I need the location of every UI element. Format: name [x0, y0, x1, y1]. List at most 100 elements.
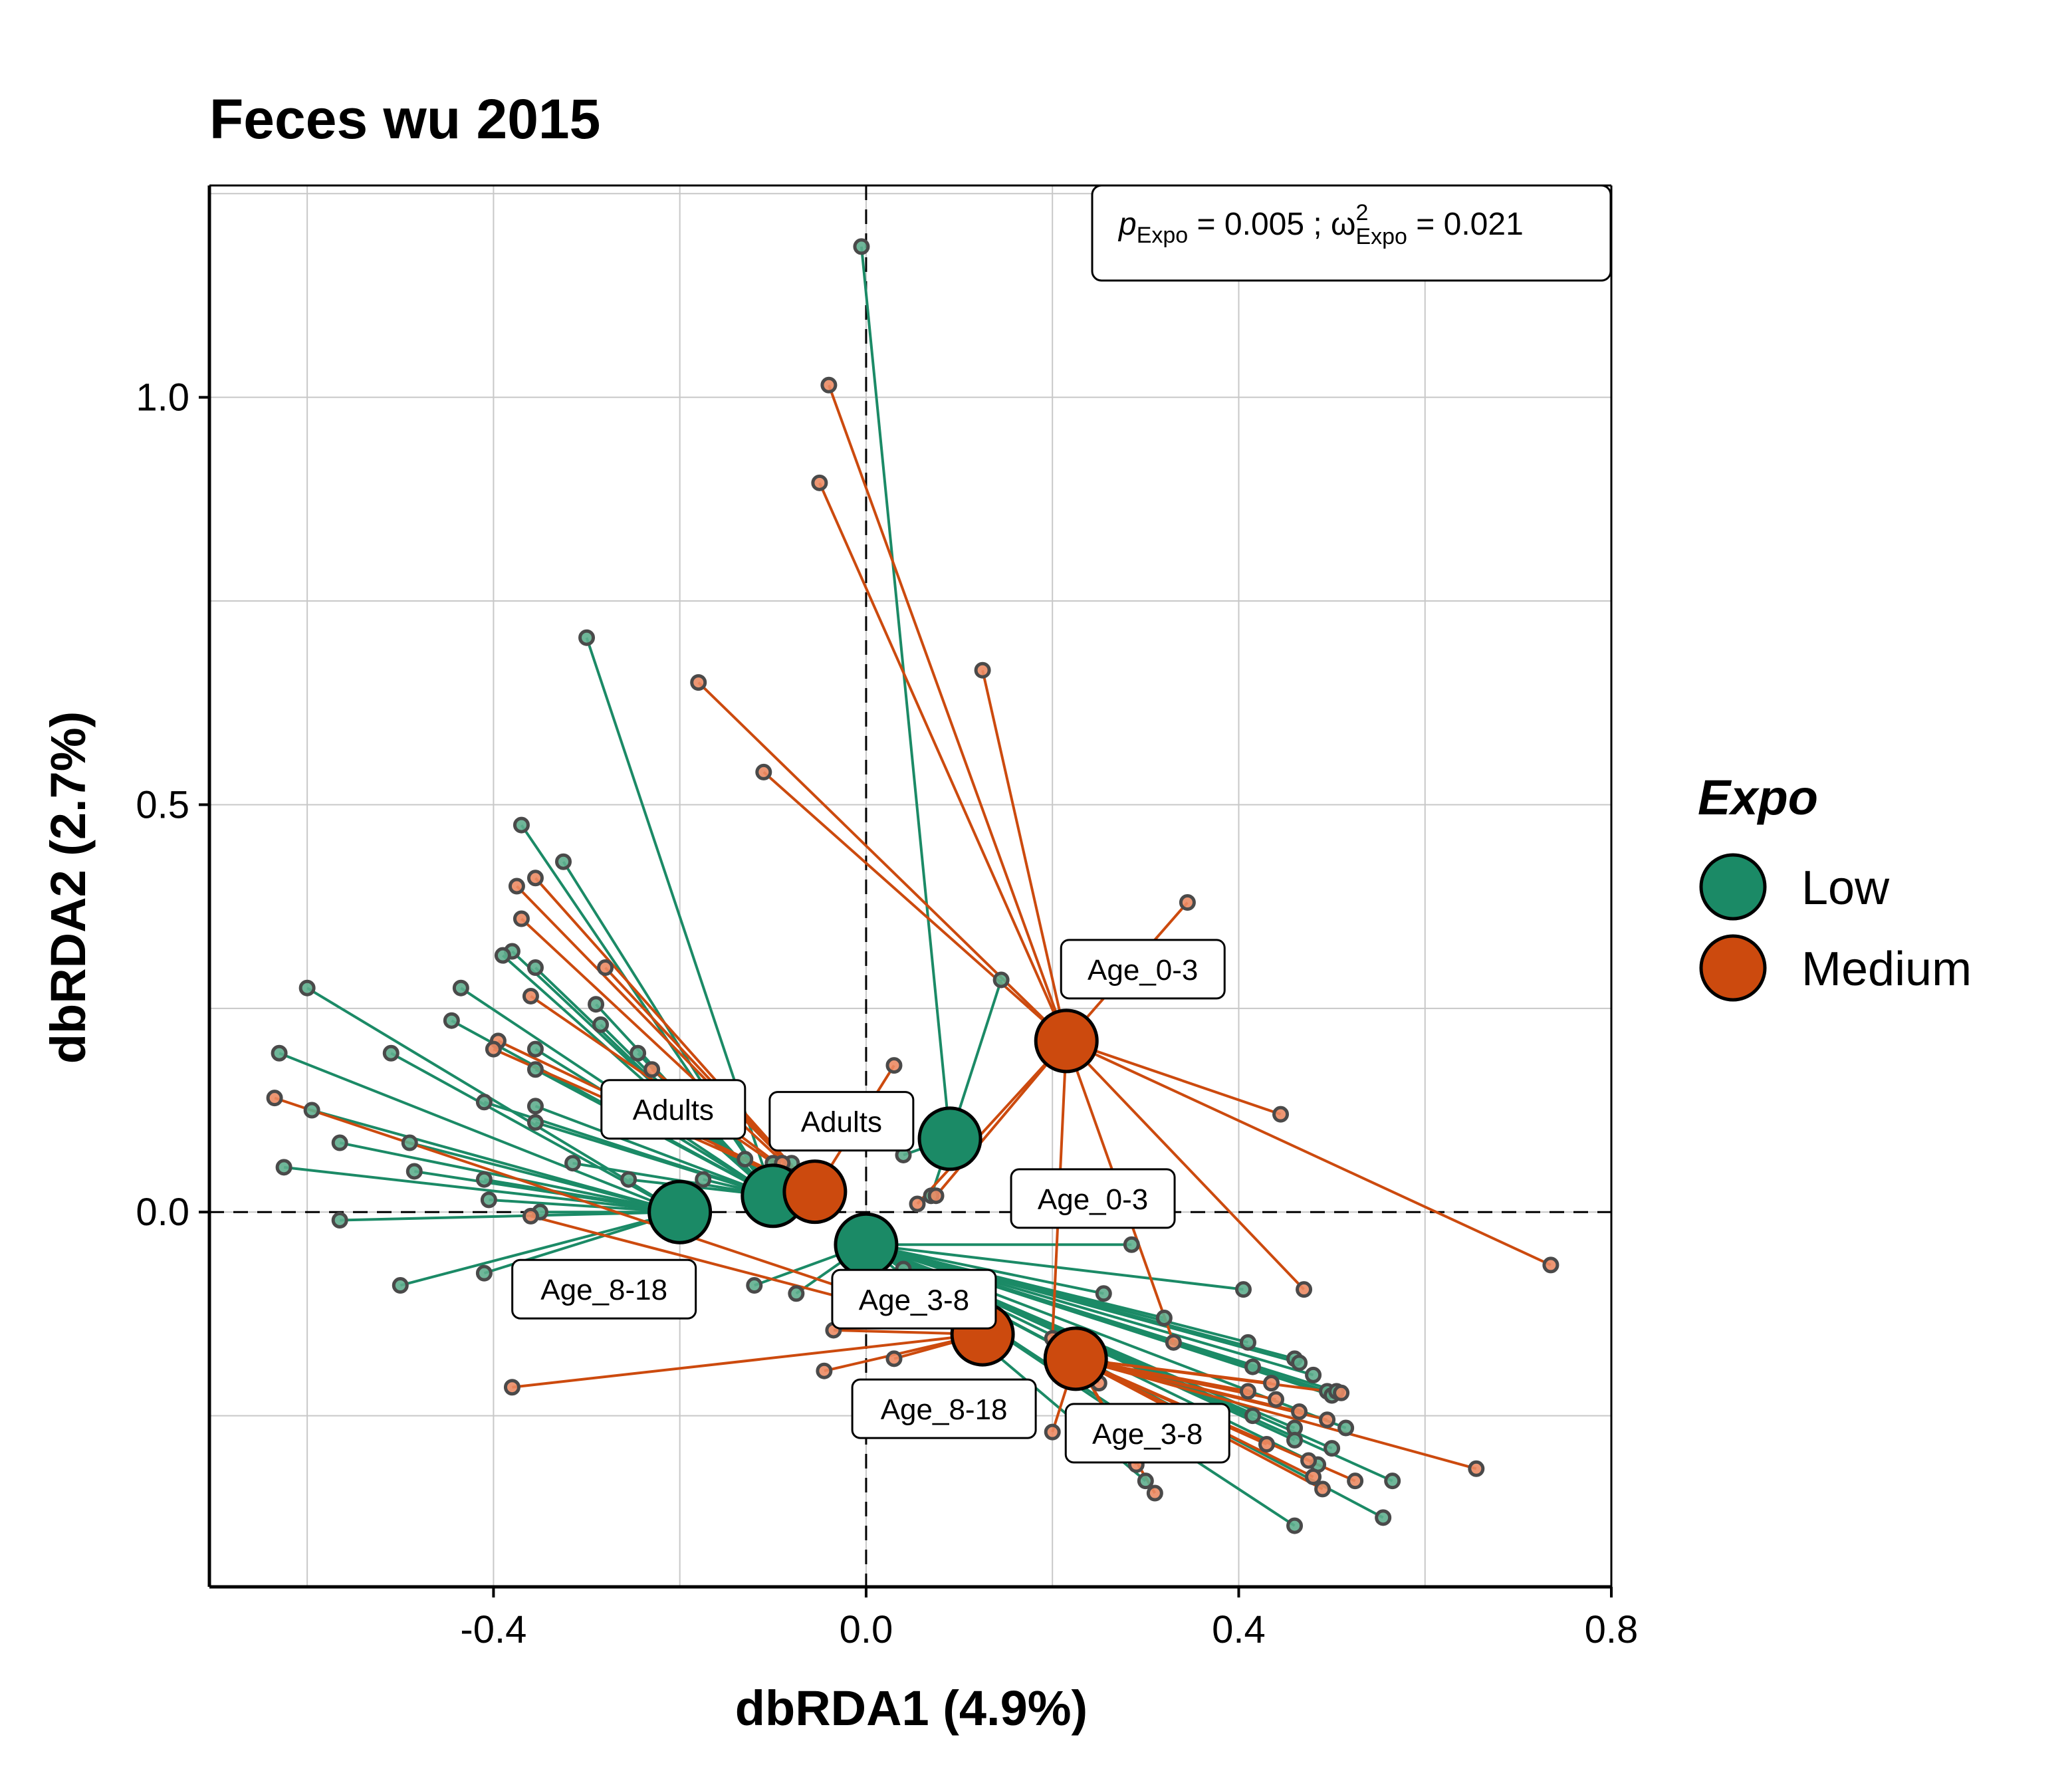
data-point-medium — [885, 1350, 903, 1367]
spider-segment — [484, 1178, 680, 1214]
data-point-medium — [1263, 1375, 1280, 1392]
data-point-medium — [909, 1195, 926, 1213]
spider-segment — [512, 1333, 983, 1389]
spider-segment — [860, 246, 952, 1139]
data-point-medium — [1239, 1383, 1256, 1400]
data-point-medium — [503, 1379, 520, 1396]
data-point-low — [1155, 1310, 1173, 1327]
data-point-low — [1239, 1334, 1256, 1351]
centroid-label-box — [600, 1079, 747, 1140]
centroid-label-medium: Age_3-8 — [1064, 1403, 1230, 1464]
spider-segment — [279, 1052, 681, 1214]
data-point-medium — [1291, 1403, 1308, 1420]
data-point-low — [480, 1191, 497, 1209]
centroid-label-low: Adults — [600, 1079, 747, 1140]
spider-segment — [502, 954, 774, 1197]
centroid-label-medium: Adults — [768, 1091, 915, 1152]
stats-annotation-box — [1091, 184, 1612, 282]
y-tick-label: 0.0 — [136, 1191, 189, 1234]
centroid-low — [647, 1179, 713, 1244]
data-point-medium — [522, 1207, 539, 1225]
data-point-medium — [1146, 1484, 1163, 1502]
data-point-medium — [974, 661, 991, 679]
spider-segment — [828, 384, 1068, 1042]
x-tick-label: -0.4 — [460, 1608, 526, 1651]
data-point-low — [1095, 1285, 1112, 1302]
data-point-low — [526, 1061, 544, 1078]
x-tick-label: 0.4 — [1212, 1608, 1266, 1651]
centroid-label-text: Adults — [801, 1106, 882, 1139]
data-point-low — [746, 1277, 763, 1294]
legend-item-low: Low — [1699, 853, 1890, 921]
data-point-low — [630, 1044, 647, 1062]
data-point-low — [1305, 1366, 1322, 1383]
centroid-low — [917, 1106, 982, 1171]
data-point-low — [1375, 1509, 1392, 1526]
sample-points — [266, 238, 1559, 1534]
omega-superscript: 2 — [1356, 200, 1369, 225]
legend-title: Expo — [1698, 770, 1818, 825]
data-point-low — [1244, 1407, 1261, 1425]
data-point-low — [555, 853, 572, 870]
spider-segment — [762, 770, 1068, 1042]
data-point-medium — [1296, 1281, 1313, 1298]
centroid-medium — [1043, 1326, 1108, 1391]
centroid-label-low: Age_8-18 — [511, 1258, 697, 1320]
data-point-medium — [1165, 1334, 1182, 1351]
centroid-label-low: Age_0-3 — [1010, 1168, 1176, 1229]
data-point-low — [1324, 1440, 1341, 1457]
y-axis-title: dbRDA2 (2.7%) — [41, 711, 96, 1064]
data-point-low — [592, 1016, 610, 1033]
centroid-label-text: Age_0-3 — [1088, 954, 1198, 987]
data-point-low — [526, 1114, 544, 1131]
data-point-low — [620, 1171, 637, 1188]
centroid-label-box — [768, 1091, 915, 1152]
data-point-low — [331, 1134, 348, 1151]
spider-segment — [818, 482, 1068, 1042]
centroid-label-box — [851, 1378, 1037, 1439]
data-point-medium — [1542, 1256, 1559, 1274]
spider-segment — [1066, 1039, 1282, 1116]
grid — [209, 185, 1612, 1587]
data-point-medium — [811, 474, 828, 491]
data-point-medium — [266, 1090, 283, 1107]
legend-item-medium: Medium — [1699, 934, 1972, 1002]
data-point-medium — [1258, 1436, 1276, 1453]
stats-annotation-text: pExpo = 0.005 ; ω2 Expo = 0.021 — [1117, 200, 1524, 249]
spider-segments — [274, 246, 1552, 1527]
data-point-medium — [1314, 1480, 1331, 1498]
data-point-medium — [1347, 1472, 1364, 1490]
centroid-label-text: Age_8-18 — [540, 1274, 667, 1306]
x-tick-label: 0.0 — [840, 1608, 893, 1651]
y-tick-label: 1.0 — [136, 376, 189, 419]
data-point-low — [1286, 1517, 1304, 1534]
data-point-low — [443, 1012, 460, 1029]
data-point-medium — [485, 1040, 502, 1058]
x-tick-label: 0.8 — [1585, 1608, 1639, 1651]
data-point-low — [475, 1264, 493, 1282]
data-point-medium — [690, 674, 707, 691]
spider-segment — [981, 669, 1068, 1042]
data-point-low — [1337, 1419, 1355, 1437]
data-point-low — [401, 1134, 418, 1151]
centroid-label-box — [511, 1258, 697, 1320]
spider-segment — [534, 1121, 774, 1197]
data-point-low — [788, 1285, 805, 1302]
data-point-low — [513, 816, 530, 834]
data-point-medium — [1268, 1391, 1285, 1408]
data-point-medium — [1300, 1452, 1318, 1469]
data-point-medium — [597, 959, 614, 977]
data-point-low — [1384, 1472, 1401, 1490]
data-point-low — [526, 1098, 544, 1115]
legend-label-low: Low — [1801, 862, 1890, 915]
y-tick-label: 0.5 — [136, 783, 189, 826]
stats-annotation: pExpo = 0.005 ; ω2 Expo = 0.021 — [1091, 184, 1612, 282]
data-point-medium — [927, 1187, 945, 1205]
data-point-low — [298, 979, 316, 997]
spider-segment — [283, 1165, 680, 1214]
spider-segment — [1066, 1040, 1552, 1266]
data-point-low — [695, 1171, 712, 1188]
omega-subscript: Expo — [1355, 224, 1407, 249]
data-point-low — [526, 1040, 544, 1058]
